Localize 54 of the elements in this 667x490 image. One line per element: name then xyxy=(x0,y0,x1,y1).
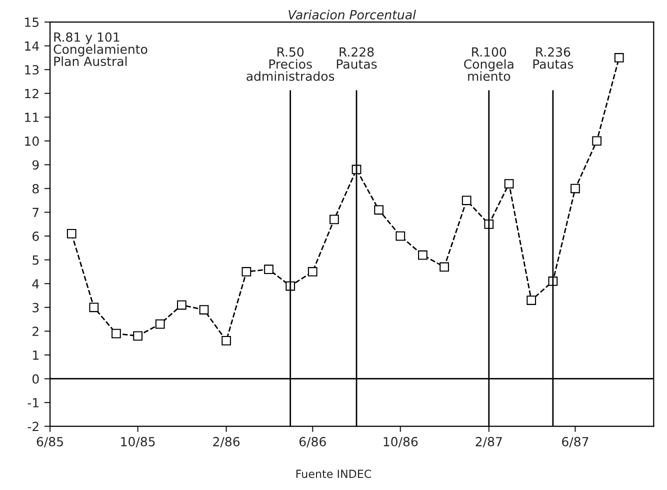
point xyxy=(570,184,580,194)
point xyxy=(66,229,76,238)
point xyxy=(330,214,339,224)
y-tick-label: 5 xyxy=(32,255,39,265)
point xyxy=(614,53,624,62)
point xyxy=(418,250,428,260)
y-tick-label: 7 xyxy=(32,208,39,218)
y-tick-label: 13 xyxy=(25,65,39,75)
point xyxy=(155,319,165,329)
point xyxy=(242,267,252,276)
point xyxy=(592,136,602,146)
x-tick-label: 6/86 xyxy=(299,436,326,448)
point xyxy=(526,296,536,305)
y-tick-label: 9 xyxy=(32,160,39,170)
y-tick-label: 14 xyxy=(25,41,39,51)
y-tick-label: 10 xyxy=(25,136,39,146)
point xyxy=(504,179,514,188)
point xyxy=(374,205,384,215)
y-tick-label: 8 xyxy=(32,184,39,194)
point xyxy=(112,328,121,338)
x-tick-label: 2/87 xyxy=(476,436,502,448)
y-tick-label: 2 xyxy=(32,326,38,336)
point xyxy=(264,264,274,274)
source-note: Fuente INDEC xyxy=(296,470,372,478)
point xyxy=(222,336,231,346)
ref-line-label: R.228 Pautas xyxy=(336,47,377,69)
y-tick-label: 4 xyxy=(32,279,39,288)
point xyxy=(133,331,142,341)
chart-title: Variacion Porcentual xyxy=(288,10,416,20)
x-tick-label: 10/86 xyxy=(384,436,418,448)
y-tick-label: 0 xyxy=(32,374,39,384)
x-tick-label: 10/85 xyxy=(121,436,155,448)
y-tick-label: -2 xyxy=(28,422,38,432)
point xyxy=(199,305,209,314)
x-tick-label: 2/86 xyxy=(213,436,240,448)
point xyxy=(440,262,449,272)
point xyxy=(177,300,186,310)
y-tick-label: 12 xyxy=(25,88,38,98)
x-tick-label: 6/87 xyxy=(562,436,588,448)
ref-line-label: R.236 Pautas xyxy=(533,47,574,69)
ref-line-label: R.50 Precios administrados xyxy=(246,47,334,81)
y-tick-label: 1 xyxy=(33,350,38,360)
y-tick-label: 15 xyxy=(25,18,39,27)
point xyxy=(396,231,406,241)
point xyxy=(462,196,472,206)
x-tick-label: 6/85 xyxy=(36,436,63,448)
y-tick-label: 11 xyxy=(25,112,38,122)
point xyxy=(308,267,318,276)
y-tick-label: 6 xyxy=(32,232,39,241)
point xyxy=(89,302,99,312)
annotation: R.81 y 101 Congelamiento Plan Austral xyxy=(54,32,148,66)
y-tick-label: -1 xyxy=(28,398,38,408)
ref-line-label: R.100 Congela miento xyxy=(464,47,514,81)
y-tick-label: 3 xyxy=(32,302,39,312)
